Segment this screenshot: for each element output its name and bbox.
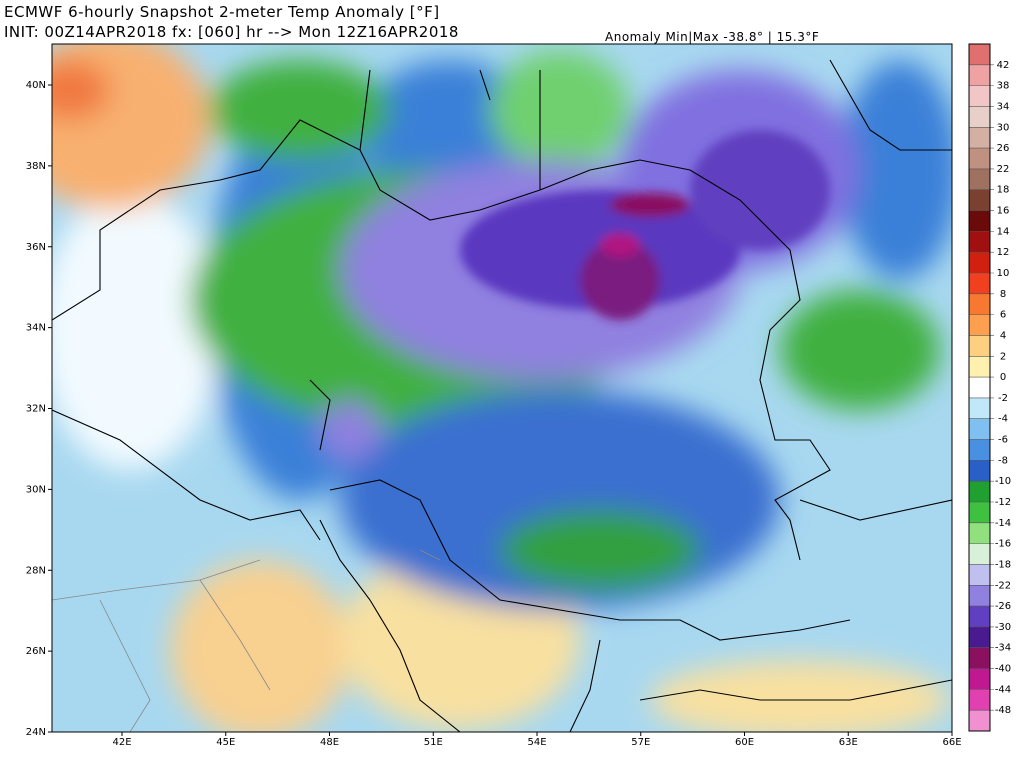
colorbar-swatch — [969, 647, 990, 670]
colorbar-label: 6 — [1000, 310, 1006, 321]
colorbar-swatch — [969, 710, 990, 732]
colorbar-label: -22 — [995, 580, 1011, 591]
lat-label: 36N — [26, 242, 46, 253]
colorbar-frame — [968, 43, 991, 732]
lat-label: 40N — [26, 80, 46, 91]
colorbar-swatch — [969, 606, 990, 628]
colorbar-label: 16 — [997, 206, 1010, 217]
colorbar-label: 26 — [997, 143, 1010, 154]
init-line: INIT: 00Z14APR2018 fx: [060] hr --> Mon … — [4, 23, 459, 41]
lon-label: 57E — [631, 737, 650, 748]
colorbar-label: -6 — [998, 435, 1008, 446]
colorbar-label: 8 — [1000, 289, 1006, 300]
colorbar-swatch — [969, 564, 990, 586]
colorbar-swatch — [969, 231, 990, 253]
lon-label: 66E — [942, 737, 961, 748]
colorbar-swatch — [969, 44, 990, 66]
lon-label: 51E — [424, 737, 443, 748]
colorbar-label: -12 — [995, 497, 1011, 508]
colorbar-label: 2 — [1000, 351, 1006, 362]
colorbar-swatch — [969, 127, 990, 149]
lon-label: 63E — [839, 737, 858, 748]
colorbar-label: -30 — [995, 622, 1011, 633]
colorbar-label: 30 — [997, 122, 1010, 133]
colorbar-swatch — [969, 168, 990, 191]
colorbar-swatch — [969, 481, 990, 503]
lat-label: 34N — [26, 323, 46, 334]
map-field — [52, 44, 952, 732]
colorbar-label: -8 — [998, 455, 1008, 466]
colorbar-label: -48 — [995, 705, 1011, 716]
colorbar-swatch — [969, 293, 990, 316]
colorbar-swatch — [969, 273, 990, 295]
colorbar-swatch — [969, 189, 990, 212]
lat-label: 28N — [26, 565, 46, 576]
lon-label: 42E — [112, 737, 131, 748]
lat-label: 38N — [26, 161, 46, 172]
lon-label: 60E — [735, 737, 754, 748]
colorbar-label: -4 — [998, 414, 1008, 425]
colorbar-label: 0 — [1000, 372, 1006, 383]
colorbar-label: 12 — [997, 247, 1010, 258]
colorbar-label: -34 — [995, 643, 1011, 654]
colorbar-swatch — [969, 106, 990, 128]
colorbar-swatch — [969, 502, 990, 524]
colorbar-label: 14 — [997, 226, 1010, 237]
colorbar-swatch — [969, 668, 990, 690]
colorbar-swatch — [969, 585, 990, 607]
colorbar-label: 22 — [997, 164, 1010, 175]
map-frame — [51, 43, 953, 733]
lat-label: 32N — [26, 404, 46, 415]
colorbar-label: 18 — [997, 185, 1010, 196]
colorbar-label: -14 — [995, 518, 1011, 529]
lat-label: 30N — [26, 484, 46, 495]
colorbar-swatch — [969, 522, 990, 545]
colorbar-swatch — [969, 626, 990, 649]
colorbar-swatch — [969, 543, 990, 565]
colorbar-swatch — [969, 397, 990, 420]
lon-label: 48E — [320, 737, 339, 748]
colorbar-label: -26 — [995, 601, 1011, 612]
title: ECMWF 6-hourly Snapshot 2-meter Temp Ano… — [4, 3, 440, 21]
colorbar-swatch — [969, 335, 990, 357]
colorbar-label: 34 — [997, 101, 1010, 112]
colorbar-swatch — [969, 460, 990, 482]
colorbar-label: -10 — [995, 476, 1011, 487]
colorbar-swatch — [969, 210, 990, 232]
colorbar-label: -18 — [995, 559, 1011, 570]
colorbar-label: -16 — [995, 539, 1011, 550]
colorbar-label: 4 — [1000, 330, 1006, 341]
colorbar-swatch — [969, 252, 990, 274]
colorbar-swatch — [969, 418, 990, 441]
colorbar-swatch — [969, 689, 990, 711]
colorbar-label: -44 — [995, 684, 1011, 695]
colorbar-swatch — [969, 356, 990, 378]
lat-label: 26N — [26, 646, 46, 657]
lon-label: 45E — [216, 737, 235, 748]
colorbar-swatch — [969, 439, 990, 461]
anomaly-range: Anomaly Min|Max -38.8° | 15.3°F — [605, 30, 819, 44]
colorbar-swatch — [969, 148, 990, 170]
colorbar-swatch — [969, 85, 990, 107]
colorbar-swatch — [969, 377, 990, 399]
colorbar-label: 10 — [997, 268, 1010, 279]
colorbar-swatch — [969, 314, 990, 336]
colorbar-label: -40 — [995, 664, 1011, 675]
colorbar-label: 38 — [997, 81, 1010, 92]
colorbar-swatch — [969, 64, 990, 87]
colorbar-label: -2 — [998, 393, 1008, 404]
lat-label: 24N — [26, 727, 46, 738]
lon-label: 54E — [527, 737, 546, 748]
colorbar-label: 42 — [997, 60, 1010, 71]
